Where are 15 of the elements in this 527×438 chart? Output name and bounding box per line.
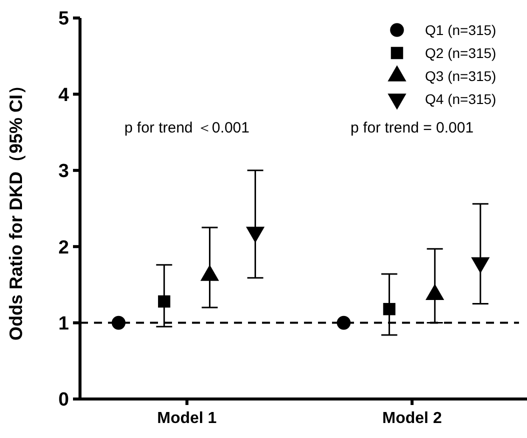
y-tick-label: 0: [58, 390, 69, 411]
x-tick-label: Model 1: [157, 410, 217, 427]
y-axis-title: Odds Ratio for DKD（95% CI）: [6, 76, 26, 341]
annotation: p for trend ＜0.001: [124, 119, 250, 136]
y-tick-label: 4: [58, 84, 70, 106]
annotation: p for trend = 0.001: [350, 119, 474, 136]
y-tick-label: 2: [58, 237, 69, 258]
y-tick-label: 1: [58, 313, 70, 334]
x-tick-label: Model 2: [382, 410, 442, 427]
y-tick-label: 3: [58, 161, 69, 182]
legend-label: Q1 (n=315): [425, 22, 496, 38]
legend-label: Q3 (n=315): [425, 68, 496, 84]
legend-label: Q4 (n=315): [425, 90, 496, 107]
y-tick-label: 5: [58, 8, 70, 30]
legend-label: Q2 (n=315): [425, 44, 496, 61]
